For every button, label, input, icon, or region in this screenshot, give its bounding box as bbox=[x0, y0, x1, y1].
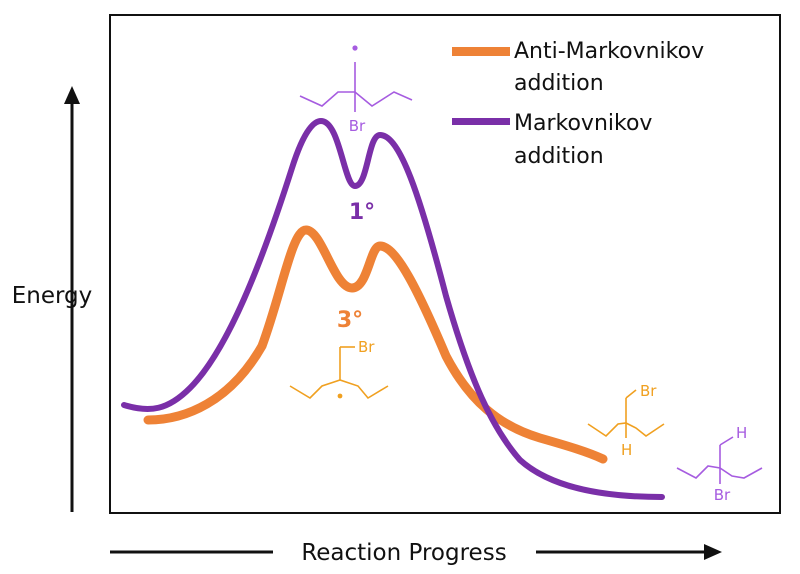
purple-product-h: H bbox=[736, 424, 747, 442]
anti-markovnikov-product-structure bbox=[587, 389, 665, 438]
y-axis-label: Energy bbox=[12, 283, 93, 309]
orange-product-h: H bbox=[621, 441, 632, 459]
primary-label: 1° bbox=[349, 200, 375, 225]
legend-label-anti-markovnikov-line2: addition bbox=[514, 71, 604, 96]
orange-product-br: Br bbox=[640, 382, 657, 400]
plot-frame bbox=[109, 14, 781, 514]
primary-radical-structure bbox=[299, 45, 413, 112]
energy-axis-arrow bbox=[64, 86, 80, 512]
reaction-progress-arrow bbox=[110, 544, 722, 560]
top-structure-br: Br bbox=[349, 117, 366, 135]
legend-label-markovnikov-line2: addition bbox=[514, 144, 604, 169]
tertiary-radical-structure bbox=[289, 346, 389, 400]
purple-product-br: Br bbox=[714, 486, 731, 504]
legend-swatch-anti-markovnikov bbox=[452, 47, 510, 56]
legend-label-anti-markovnikov-line1: Anti-Markovnikov bbox=[514, 39, 704, 64]
tertiary-label: 3° bbox=[337, 308, 363, 333]
markovnikov-curve bbox=[121, 118, 665, 500]
radical-dot-icon bbox=[352, 45, 358, 51]
markovnikov-product-structure bbox=[676, 436, 763, 484]
legend-swatch-markovnikov bbox=[452, 118, 510, 125]
legend-label-markovnikov-line1: Markovnikov bbox=[514, 111, 652, 136]
anti-markovnikov-curve bbox=[143, 225, 608, 464]
middle-structure-br: Br bbox=[358, 338, 375, 356]
legend: Anti-Markovnikov addition Markovnikov ad… bbox=[452, 39, 704, 169]
x-axis-label: Reaction Progress bbox=[301, 540, 506, 566]
radical-dot-icon-2 bbox=[337, 393, 343, 399]
